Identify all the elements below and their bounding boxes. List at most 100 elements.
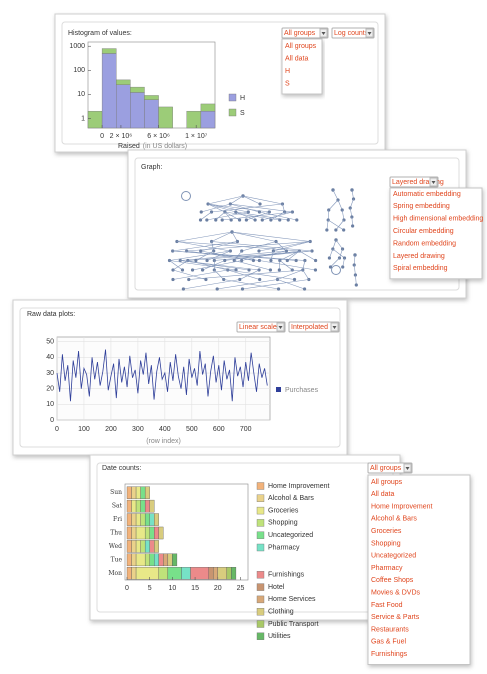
panel: Histogram of values: 1 10 100 1000 0 2 × 10⁶ 6 … [54, 13, 386, 153]
graph-node [244, 218, 248, 222]
y-tick-label: Sat [112, 503, 123, 510]
dropdown[interactable]: All groups [281, 27, 329, 39]
dropdown-arrow[interactable] [332, 326, 337, 329]
graph-node [257, 249, 261, 253]
menu-item[interactable]: Coffee Shops [371, 577, 414, 584]
menu-item[interactable]: Restaurants [371, 626, 409, 633]
menu-item[interactable]: Pharmacy [371, 565, 403, 572]
graph-node [253, 218, 257, 222]
menu-item[interactable]: Random embedding [393, 240, 456, 247]
legend-label: Groceries [268, 507, 299, 514]
graph-node [269, 218, 273, 222]
dropdown-label[interactable]: Layered drawing [392, 179, 444, 186]
bar-segment [149, 540, 155, 553]
graph-node [190, 268, 195, 272]
dropdown-arrow[interactable] [431, 181, 436, 184]
x-tick-label: 10 [168, 585, 176, 592]
legend-swatch [256, 506, 265, 515]
x-tick-label: 2 × 10⁶ [110, 133, 133, 140]
dropdown[interactable]: Linear scale [236, 321, 286, 333]
menu-item[interactable]: S [285, 80, 290, 87]
bar-segment [140, 513, 146, 526]
menu-item[interactable]: Groceries [371, 528, 402, 535]
graph-node [342, 228, 346, 232]
graph-edge [211, 241, 214, 252]
graph-node [351, 224, 355, 228]
dropdown-label[interactable]: Interpolated [291, 324, 328, 331]
dropdown-box[interactable] [389, 176, 439, 188]
dropdown[interactable]: Layered drawing [389, 176, 444, 188]
menu-item[interactable]: Movies & DVDs [371, 590, 421, 597]
graph-node [220, 218, 224, 222]
bar-segment [131, 526, 137, 540]
legend-label: Hotel [268, 584, 285, 591]
menu-item[interactable]: Furnishings [371, 651, 408, 658]
menu-item[interactable]: Shopping [371, 540, 401, 547]
y-tick-label: 1000 [69, 43, 85, 50]
graph-edge [227, 269, 260, 280]
menu-item[interactable]: Automatic embedding [393, 191, 461, 198]
legend-swatch [276, 387, 281, 392]
dropdown[interactable]: All groups [367, 462, 413, 474]
dropdown-arrow[interactable] [278, 326, 283, 329]
menu-item[interactable]: All groups [371, 479, 403, 486]
menu-item[interactable]: High dimensional embedding [393, 216, 483, 223]
dropdown-menu-box [389, 187, 483, 280]
y-tick-label: 40 [46, 354, 54, 361]
x-axis-title: Raised [118, 143, 140, 150]
bar-segment [131, 499, 137, 513]
dropdown-box[interactable] [281, 27, 329, 39]
dropdown-arrow[interactable] [405, 467, 410, 470]
graph-edge [224, 211, 240, 221]
dropdown-box[interactable] [288, 321, 340, 333]
graph-node [251, 258, 256, 263]
dropdown-label[interactable]: All groups [370, 465, 402, 472]
menu-item[interactable]: H [285, 68, 290, 75]
x-tick-label: 5 [148, 585, 152, 592]
menu-item[interactable]: Alcohol & Bars [371, 516, 417, 523]
menu-item[interactable]: Layered drawing [393, 253, 445, 260]
graph-node [354, 283, 358, 287]
dropdown[interactable]: Log counts [331, 27, 375, 39]
menu-item[interactable]: Home Improvement [371, 503, 433, 510]
dropdown-box[interactable] [367, 462, 413, 474]
menu-item[interactable]: Circular embedding [393, 228, 454, 235]
x-tick-label: 1 × 10⁷ [185, 133, 208, 140]
bar-segment [144, 513, 150, 526]
graph-edge [258, 241, 311, 252]
legend-swatch [256, 571, 265, 579]
graph-node [327, 256, 332, 260]
graph-node [204, 277, 208, 282]
graph-node [240, 287, 245, 291]
dropdown-label[interactable]: All groups [284, 30, 316, 37]
graph-node [258, 202, 262, 206]
menu-item[interactable]: All groups [285, 43, 317, 50]
dropdown-label[interactable]: Linear scale [239, 324, 277, 331]
dropdown-box[interactable] [331, 27, 375, 39]
menu-item[interactable]: Uncategorized [371, 553, 416, 560]
dropdown-arrow[interactable] [367, 32, 372, 35]
graph-edge [227, 269, 295, 280]
bar-segment [190, 567, 209, 580]
dropdown-label[interactable]: Log counts [334, 30, 369, 37]
menu-item[interactable]: Service & Parts [371, 614, 420, 621]
menu-item[interactable]: Spiral embedding [393, 265, 448, 272]
bar-segment [167, 567, 182, 580]
graph-node [341, 265, 345, 269]
bar-segment [181, 567, 191, 580]
graph-edge [242, 195, 283, 205]
menu-item[interactable]: Spring embedding [393, 203, 450, 210]
menu-item[interactable]: All data [371, 491, 394, 498]
graph-edge [275, 241, 287, 252]
menu-item[interactable]: Fast Food [371, 602, 403, 609]
dropdown-arrow[interactable] [321, 32, 326, 35]
graph-edge [302, 269, 310, 280]
dropdown-box[interactable] [236, 321, 286, 333]
menu-item[interactable]: All data [285, 55, 308, 62]
x-tick-label: 600 [213, 426, 225, 433]
menu-item[interactable]: Gas & Fuel [371, 639, 406, 646]
bar-segment [149, 513, 155, 526]
dropdown[interactable]: Interpolated [288, 321, 340, 333]
